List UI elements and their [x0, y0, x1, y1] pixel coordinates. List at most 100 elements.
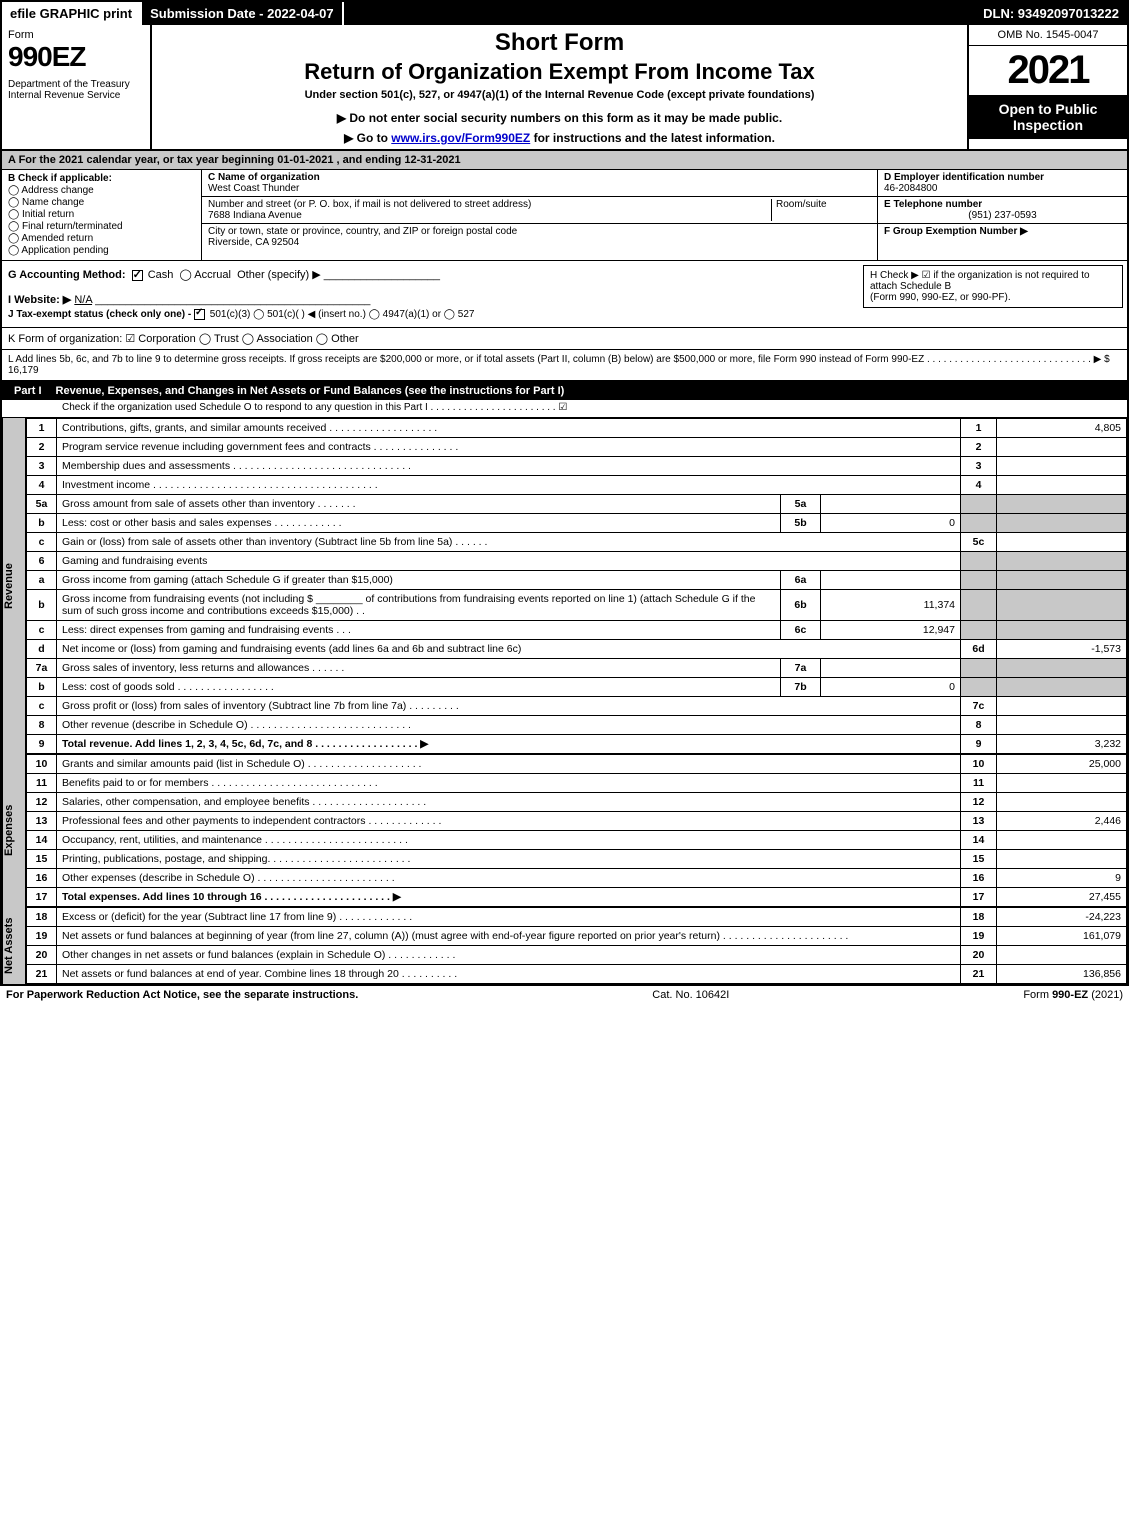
section-k: K Form of organization: ☑ Corporation ◯ … [2, 328, 1127, 350]
line-21: 21Net assets or fund balances at end of … [27, 965, 1127, 984]
irs-link[interactable]: www.irs.gov/Form990EZ [391, 131, 530, 145]
open-public-inspection: Open to Public Inspection [969, 95, 1127, 139]
b-label: B Check if applicable: [8, 173, 112, 184]
ein-field: D Employer identification number 46-2084… [878, 170, 1127, 197]
e-label: E Telephone number [884, 199, 982, 210]
d-label: D Employer identification number [884, 172, 1044, 183]
line-5a: 5aGross amount from sale of assets other… [27, 495, 1127, 514]
line-8: 8Other revenue (describe in Schedule O) … [27, 716, 1127, 735]
cb-address-change[interactable]: ◯ Address change [8, 185, 195, 196]
section-ghij: H Check ▶ ☑ if the organization is not r… [2, 261, 1127, 328]
form-subtitle: Under section 501(c), 527, or 4947(a)(1)… [160, 89, 959, 101]
cb-name-change[interactable]: ◯ Name change [8, 197, 195, 208]
cb-501c3[interactable] [194, 309, 205, 320]
dln: DLN: 93492097013222 [975, 2, 1127, 25]
net-assets-table: 18Excess or (deficit) for the year (Subt… [26, 907, 1127, 984]
line-14: 14Occupancy, rent, utilities, and mainte… [27, 831, 1127, 850]
line-6: 6Gaming and fundraising events [27, 552, 1127, 571]
street-row: Number and street (or P. O. box, if mail… [202, 197, 877, 224]
line-1: 1Contributions, gifts, grants, and simil… [27, 419, 1127, 438]
section-h: H Check ▶ ☑ if the organization is not r… [863, 265, 1123, 308]
l-val: 16,179 [8, 365, 39, 376]
part-1-num: Part I [8, 385, 48, 397]
line-9: 9Total revenue. Add lines 1, 2, 3, 4, 5c… [27, 735, 1127, 754]
h-text-2: (Form 990, 990-EZ, or 990-PF). [870, 292, 1116, 303]
cb-application-pending[interactable]: ◯ Application pending [8, 245, 195, 256]
line-2: 2Program service revenue including gover… [27, 438, 1127, 457]
footer-left: For Paperwork Reduction Act Notice, see … [6, 989, 358, 1001]
l-text: L Add lines 5b, 6c, and 7b to line 9 to … [8, 354, 1110, 365]
net-assets-block: Net Assets 18Excess or (deficit) for the… [2, 907, 1127, 984]
section-def: D Employer identification number 46-2084… [877, 170, 1127, 260]
org-name: West Coast Thunder [208, 183, 299, 194]
top-bar: efile GRAPHIC print Submission Date - 20… [2, 2, 1127, 25]
short-form-title: Short Form [160, 29, 959, 57]
line-5c: cGain or (loss) from sale of assets othe… [27, 533, 1127, 552]
website-val: N/A [74, 294, 92, 306]
header-right: OMB No. 1545-0047 2021 Open to Public In… [967, 25, 1127, 149]
form-word: Form [8, 29, 144, 41]
g-label: G Accounting Method: [8, 269, 126, 281]
org-name-row: C Name of organization West Coast Thunde… [202, 170, 877, 197]
line-7c: cGross profit or (loss) from sales of in… [27, 697, 1127, 716]
f-label: F Group Exemption Number ▶ [884, 226, 1028, 237]
revenue-table: 1Contributions, gifts, grants, and simil… [26, 418, 1127, 754]
sidebar-net-assets: Net Assets [2, 907, 26, 984]
goto-post: for instructions and the latest informat… [530, 131, 775, 145]
street: 7688 Indiana Avenue [208, 210, 302, 221]
i-label: I Website: ▶ [8, 294, 71, 306]
line-7a: 7aGross sales of inventory, less returns… [27, 659, 1127, 678]
part-1-sub: Check if the organization used Schedule … [2, 400, 1127, 418]
sidebar-expenses: Expenses [2, 754, 26, 907]
c-label: C Name of organization [208, 172, 320, 183]
telephone: (951) 237-0593 [884, 210, 1121, 221]
line-6d: dNet income or (loss) from gaming and fu… [27, 640, 1127, 659]
line-17: 17Total expenses. Add lines 10 through 1… [27, 888, 1127, 907]
city: Riverside, CA 92504 [208, 237, 299, 248]
sidebar-revenue: Revenue [2, 418, 26, 754]
section-b-checkboxes: B Check if applicable: ◯ Address change … [2, 170, 202, 260]
header-left: Form 990EZ Department of the Treasury In… [2, 25, 152, 149]
line-4: 4Investment income . . . . . . . . . . .… [27, 476, 1127, 495]
department: Department of the Treasury Internal Reve… [8, 79, 144, 101]
line-20: 20Other changes in net assets or fund ba… [27, 946, 1127, 965]
ssn-note: ▶ Do not enter social security numbers o… [160, 111, 959, 125]
line-15: 15Printing, publications, postage, and s… [27, 850, 1127, 869]
expenses-block: Expenses 10Grants and similar amounts pa… [2, 754, 1127, 907]
section-c-address: C Name of organization West Coast Thunde… [202, 170, 877, 260]
line-10: 10Grants and similar amounts paid (list … [27, 755, 1127, 774]
form-header: Form 990EZ Department of the Treasury In… [2, 25, 1127, 151]
tax-exempt-status: J Tax-exempt status (check only one) - 5… [8, 309, 1121, 320]
goto-note: ▶ Go to www.irs.gov/Form990EZ for instru… [160, 131, 959, 145]
line-3: 3Membership dues and assessments . . . .… [27, 457, 1127, 476]
line-16: 16Other expenses (describe in Schedule O… [27, 869, 1127, 888]
line-6a: aGross income from gaming (attach Schedu… [27, 571, 1127, 590]
line-12: 12Salaries, other compensation, and empl… [27, 793, 1127, 812]
section-l: L Add lines 5b, 6c, and 7b to line 9 to … [2, 350, 1127, 382]
cb-amended-return[interactable]: ◯ Amended return [8, 233, 195, 244]
line-7b: bLess: cost of goods sold . . . . . . . … [27, 678, 1127, 697]
room-label: Room/suite [776, 199, 827, 210]
cb-initial-return[interactable]: ◯ Initial return [8, 209, 195, 220]
expenses-table: 10Grants and similar amounts paid (list … [26, 754, 1127, 907]
footer-mid: Cat. No. 10642I [652, 989, 729, 1001]
footer-right: Form 990-EZ (2021) [1023, 989, 1123, 1001]
line-6c: cLess: direct expenses from gaming and f… [27, 621, 1127, 640]
line-5b: bLess: cost or other basis and sales exp… [27, 514, 1127, 533]
ein: 46-2084800 [884, 183, 937, 194]
submission-date: Submission Date - 2022-04-07 [142, 2, 344, 25]
page-footer: For Paperwork Reduction Act Notice, see … [0, 986, 1129, 1004]
goto-pre: ▶ Go to [344, 131, 391, 145]
group-exempt-field: F Group Exemption Number ▶ [878, 224, 1127, 260]
line-18: 18Excess or (deficit) for the year (Subt… [27, 908, 1127, 927]
cb-accrual-label: Accrual [194, 269, 231, 281]
g-other: Other (specify) ▶ [237, 269, 321, 281]
efile-label: efile GRAPHIC print [2, 2, 142, 25]
cb-final-return[interactable]: ◯ Final return/terminated [8, 221, 195, 232]
revenue-block: Revenue 1Contributions, gifts, grants, a… [2, 418, 1127, 754]
cb-cash[interactable] [132, 270, 143, 281]
tax-year: 2021 [969, 46, 1127, 95]
h-text-1: H Check ▶ ☑ if the organization is not r… [870, 270, 1116, 292]
part-1-header: Part I Revenue, Expenses, and Changes in… [2, 382, 1127, 400]
line-a: A For the 2021 calendar year, or tax yea… [2, 151, 1127, 170]
